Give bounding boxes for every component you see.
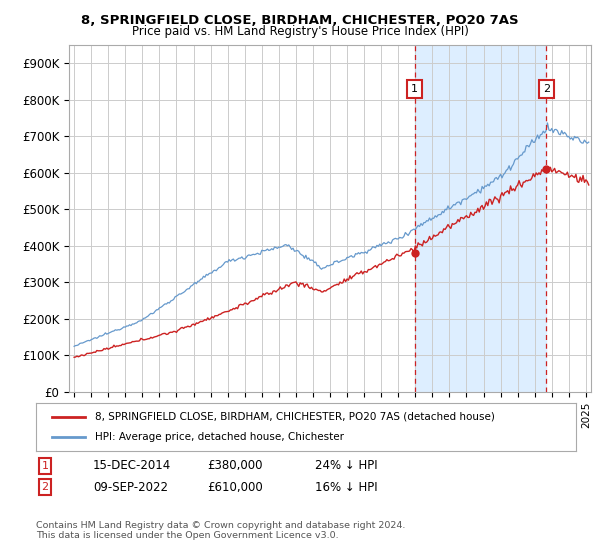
Text: 1: 1: [411, 83, 418, 94]
Text: 8, SPRINGFIELD CLOSE, BIRDHAM, CHICHESTER, PO20 7AS: 8, SPRINGFIELD CLOSE, BIRDHAM, CHICHESTE…: [81, 14, 519, 27]
Text: 09-SEP-2022: 09-SEP-2022: [93, 480, 168, 494]
Text: £610,000: £610,000: [207, 480, 263, 494]
Text: 15-DEC-2014: 15-DEC-2014: [93, 459, 171, 473]
Text: 2: 2: [41, 482, 49, 492]
Text: 8, SPRINGFIELD CLOSE, BIRDHAM, CHICHESTER, PO20 7AS (detached house): 8, SPRINGFIELD CLOSE, BIRDHAM, CHICHESTE…: [95, 412, 495, 422]
Text: 24% ↓ HPI: 24% ↓ HPI: [315, 459, 377, 473]
Text: 16% ↓ HPI: 16% ↓ HPI: [315, 480, 377, 494]
Text: £380,000: £380,000: [207, 459, 263, 473]
Text: Price paid vs. HM Land Registry's House Price Index (HPI): Price paid vs. HM Land Registry's House …: [131, 25, 469, 38]
Text: HPI: Average price, detached house, Chichester: HPI: Average price, detached house, Chic…: [95, 432, 344, 442]
Bar: [415, 45, 547, 392]
Text: 2: 2: [543, 83, 550, 94]
Text: Contains HM Land Registry data © Crown copyright and database right 2024.
This d: Contains HM Land Registry data © Crown c…: [36, 521, 406, 540]
Text: 1: 1: [41, 461, 49, 471]
